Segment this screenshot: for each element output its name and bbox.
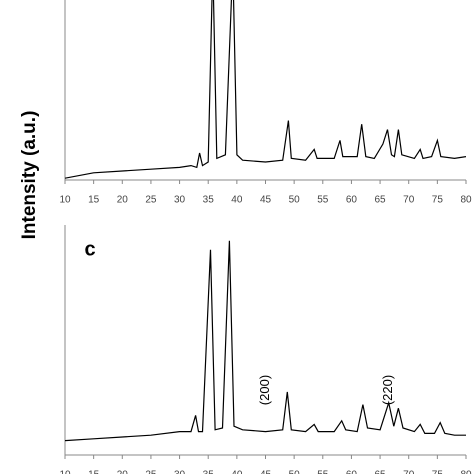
x-tick-label: 15 [88,470,100,474]
x-tick-label: 60 [346,195,358,206]
x-tick-label: 30 [174,470,186,474]
x-tick-label: 10 [59,470,71,474]
x-tick-label: 80 [460,195,472,206]
data-line [65,240,466,442]
x-tick-label: 60 [346,470,358,474]
y-axis-label: Intensity (a.u.) [19,111,40,240]
x-tick-label: 20 [117,195,129,206]
x-tick-label: 65 [375,470,387,474]
annotation: (220) [380,375,395,405]
panel-label: c [84,238,95,260]
x-tick-label: 30 [174,195,186,206]
x-tick-label: 70 [403,195,415,206]
x-tick-label: 25 [145,195,157,206]
x-tick-label: 20 [117,470,129,474]
x-tick-label: 45 [260,470,272,474]
x-tick-label: 35 [203,470,215,474]
x-tick-label: 70 [403,470,415,474]
x-tick-label: 55 [317,470,329,474]
x-tick-label: 50 [289,470,301,474]
x-tick-label: 40 [231,470,243,474]
x-tick-label: 80 [460,470,472,474]
x-tick-label: 75 [432,470,444,474]
x-tick-label: 40 [231,195,243,206]
x-tick-label: 25 [145,470,157,474]
x-tick-label: 10 [59,195,71,206]
x-tick-label: 50 [289,195,301,206]
data-line [65,0,466,179]
x-tick-label: 65 [375,195,387,206]
x-tick-label: 35 [203,195,215,206]
annotation: (200) [257,375,272,405]
x-tick-label: 55 [317,195,329,206]
x-tick-label: 75 [432,195,444,206]
x-tick-label: 45 [260,195,272,206]
x-tick-label: 15 [88,195,100,206]
